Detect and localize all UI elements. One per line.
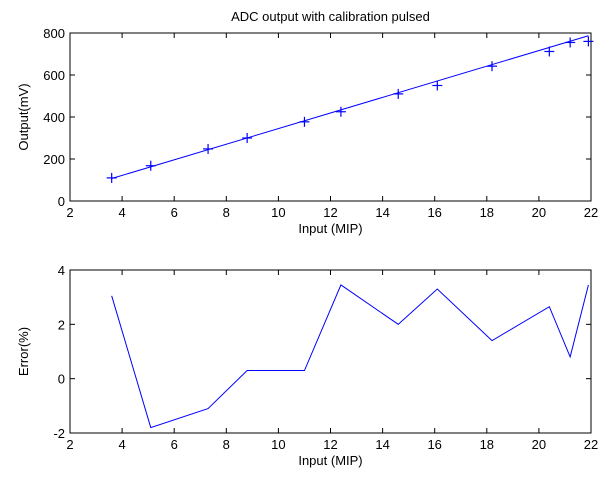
y-tick-label: 0: [58, 194, 65, 209]
x-tick-label: 2: [66, 437, 73, 452]
x-tick-label: 22: [584, 437, 598, 452]
y-axis-label: Error(%): [16, 327, 31, 376]
x-tick-label: 14: [375, 205, 389, 220]
fit-line: [111, 35, 589, 180]
x-tick-label: 20: [532, 437, 546, 452]
x-axis-label: Input (MIP): [298, 453, 362, 468]
bottom-plot-error-vs-input: 2 4 6 8 10 12 14 16 18 20 22 -2 0 2 4 Input (MIP) Error(…: [16, 263, 598, 468]
error-series-line: [111, 284, 589, 429]
x-tick-label: 8: [223, 437, 230, 452]
chart-title: ADC output with calibration pulsed: [231, 9, 430, 24]
y-tick-label: 0: [58, 372, 65, 387]
x-tick-label: 8: [223, 205, 230, 220]
x-tick-label: 10: [271, 437, 285, 452]
y-tick-label: -2: [53, 426, 65, 441]
data-point-marker: [583, 36, 594, 47]
x-tick-label: 6: [171, 205, 178, 220]
x-tick-label: 12: [323, 437, 337, 452]
data-point-marker: [487, 61, 498, 72]
y-tick-label: 4: [58, 263, 65, 278]
x-tick-label: 22: [584, 205, 598, 220]
y-tick-label: 2: [58, 317, 65, 332]
y-tick-label: 200: [43, 152, 65, 167]
y-axis-label: Output(mV): [16, 83, 31, 150]
x-tick-label: 16: [427, 205, 441, 220]
x-tick-label: 14: [375, 437, 389, 452]
data-point-marker: [544, 46, 555, 57]
data-point-marker: [335, 106, 346, 117]
y-tick-label: 600: [43, 68, 65, 83]
x-tick-label: 18: [480, 437, 494, 452]
x-tick-label: 4: [118, 437, 125, 452]
axes-box: [69, 269, 592, 434]
x-tick-label: 4: [118, 205, 125, 220]
x-tick-label: 12: [323, 205, 337, 220]
x-tick-label: 10: [271, 205, 285, 220]
y-tick-label: 800: [43, 26, 65, 41]
data-point-marker: [432, 80, 443, 91]
x-axis-label: Input (MIP): [298, 221, 362, 236]
x-tick-label: 18: [480, 205, 494, 220]
x-tick-label: 20: [532, 205, 546, 220]
top-plot-output-vs-input: 2 4 6 8 10 12 14 16 18 20 22 0 200 400 600 800 ADC outpu…: [16, 9, 598, 236]
x-tick-label: 6: [171, 437, 178, 452]
x-tick-label: 16: [427, 437, 441, 452]
x-tick-label: 2: [66, 205, 73, 220]
y-tick-label: 400: [43, 110, 65, 125]
